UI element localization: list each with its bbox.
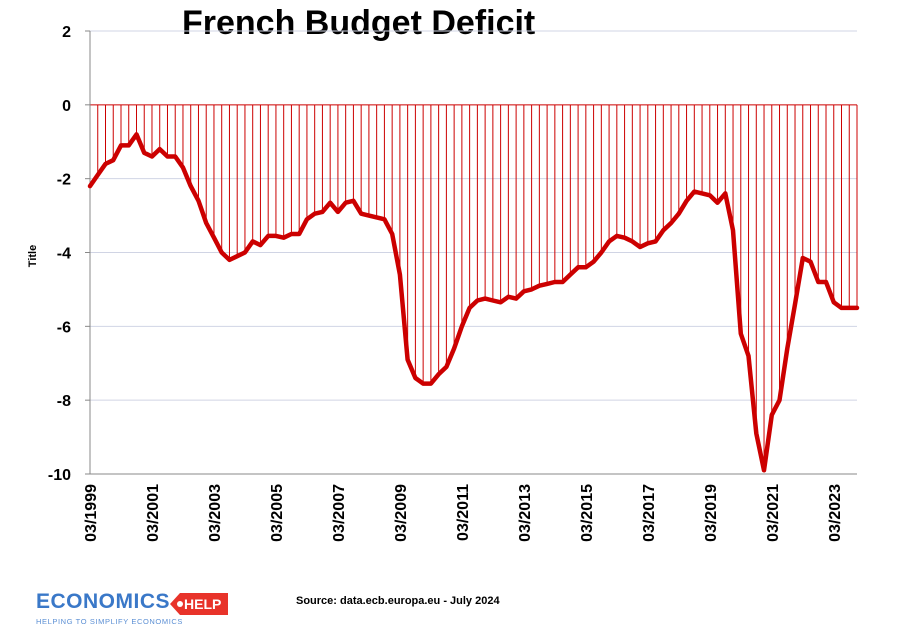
- axes: [85, 30, 857, 475]
- chart-plot: 2 0 -2 -4 -6 -8 -10 03/1999 03/2001 03/2003 03/20…: [27, 24, 860, 542]
- drop-lines: [89, 104, 858, 471]
- y-tick-label: 2: [62, 24, 71, 41]
- y-tick-label: -6: [57, 319, 71, 336]
- x-tick-label: 03/2011: [455, 484, 472, 541]
- x-tick-label: 03/2021: [765, 484, 782, 542]
- x-tick-label: 03/2019: [703, 484, 720, 542]
- x-tick-label: 03/2013: [517, 484, 534, 542]
- x-tick-labels: 03/1999 03/2001 03/2003 03/2005 03/2007 03/20…: [83, 484, 844, 542]
- x-tick-label: 03/2007: [331, 484, 348, 542]
- source-note: Source: data.ecb.europa.eu - July 2024: [296, 595, 500, 607]
- x-tick-label: 03/2023: [827, 484, 844, 542]
- chart-title: French Budget Deficit: [182, 4, 536, 42]
- y-tick-label: -10: [48, 467, 71, 484]
- logo-word: ECONOMICS: [36, 590, 171, 613]
- series-line: [87, 132, 860, 473]
- x-tick-label: 03/2009: [393, 484, 410, 542]
- logo-help-tag: HELP: [170, 593, 229, 615]
- gridlines: [90, 30, 857, 401]
- economics-help-logo: ECONOMICS HELP HELPING TO SIMPLIFY ECONO…: [36, 590, 236, 634]
- y-tick-label: -8: [57, 393, 71, 410]
- x-tick-label: 03/2017: [641, 484, 658, 542]
- logo-tagline: HELPING TO SIMPLIFY ECONOMICS: [36, 617, 184, 626]
- x-tick-label: 03/2005: [269, 484, 286, 542]
- y-axis-label: Title: [27, 245, 39, 267]
- y-tick-label: -4: [57, 246, 71, 263]
- series-layer: [87, 132, 860, 473]
- y-tick-label: 0: [62, 98, 71, 115]
- x-tick-label: 03/2001: [145, 484, 162, 542]
- x-tick-label: 03/1999: [83, 484, 100, 542]
- x-tick-label: 03/2003: [207, 484, 224, 542]
- y-tick-label: -2: [57, 172, 71, 189]
- logo-tag-hole: [177, 601, 183, 607]
- x-tick-label: 03/2015: [579, 484, 596, 542]
- y-tick-labels: 2 0 -2 -4 -6 -8 -10: [48, 24, 71, 484]
